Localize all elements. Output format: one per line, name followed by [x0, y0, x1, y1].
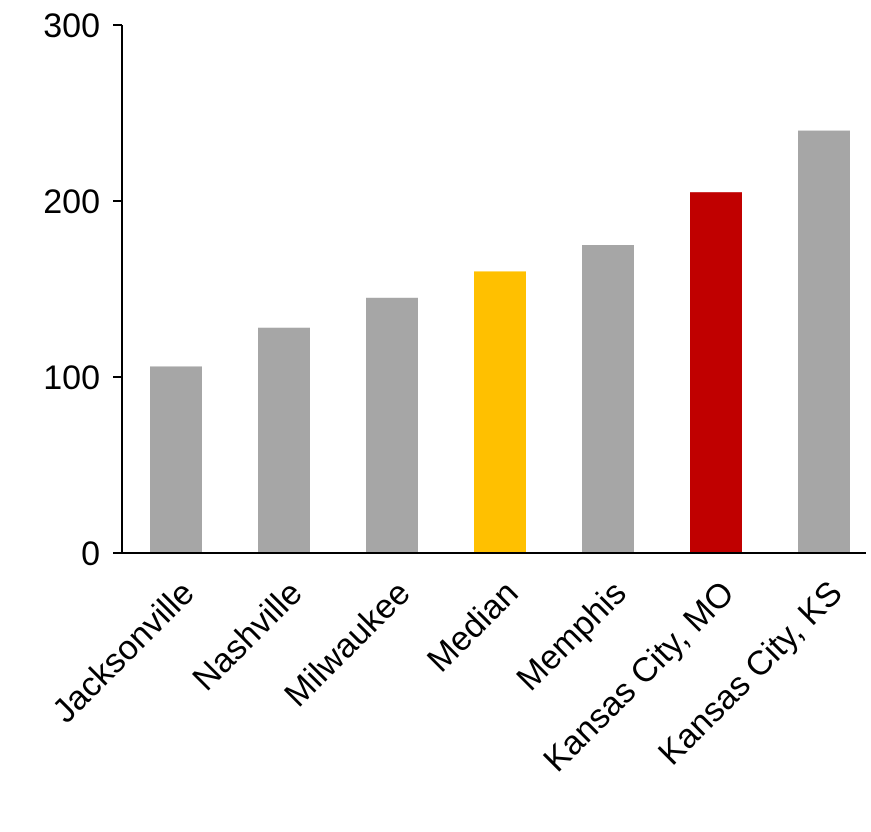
y-tick-label: 300 [43, 7, 100, 45]
bar-kansas-city-mo [690, 192, 742, 553]
bar-nashville [258, 327, 310, 553]
y-tick-label: 200 [43, 183, 100, 221]
bar-median [474, 271, 526, 553]
x-category-label: Median [420, 574, 526, 680]
y-axis-ticks: 0 100 200 300 [43, 7, 122, 573]
x-category-label: Jacksonville [45, 574, 201, 730]
x-category-label: Kansas City, KS [651, 574, 850, 773]
y-tick-label: 0 [81, 535, 100, 573]
x-category-label: Kansas City, MO [536, 574, 741, 779]
bar-memphis [582, 245, 634, 553]
y-tick-label: 100 [43, 359, 100, 397]
bar-jacksonville [150, 366, 202, 553]
bar-milwaukee [366, 297, 418, 553]
bar-kansas-city-ks [798, 130, 850, 553]
bars-group [150, 130, 850, 553]
